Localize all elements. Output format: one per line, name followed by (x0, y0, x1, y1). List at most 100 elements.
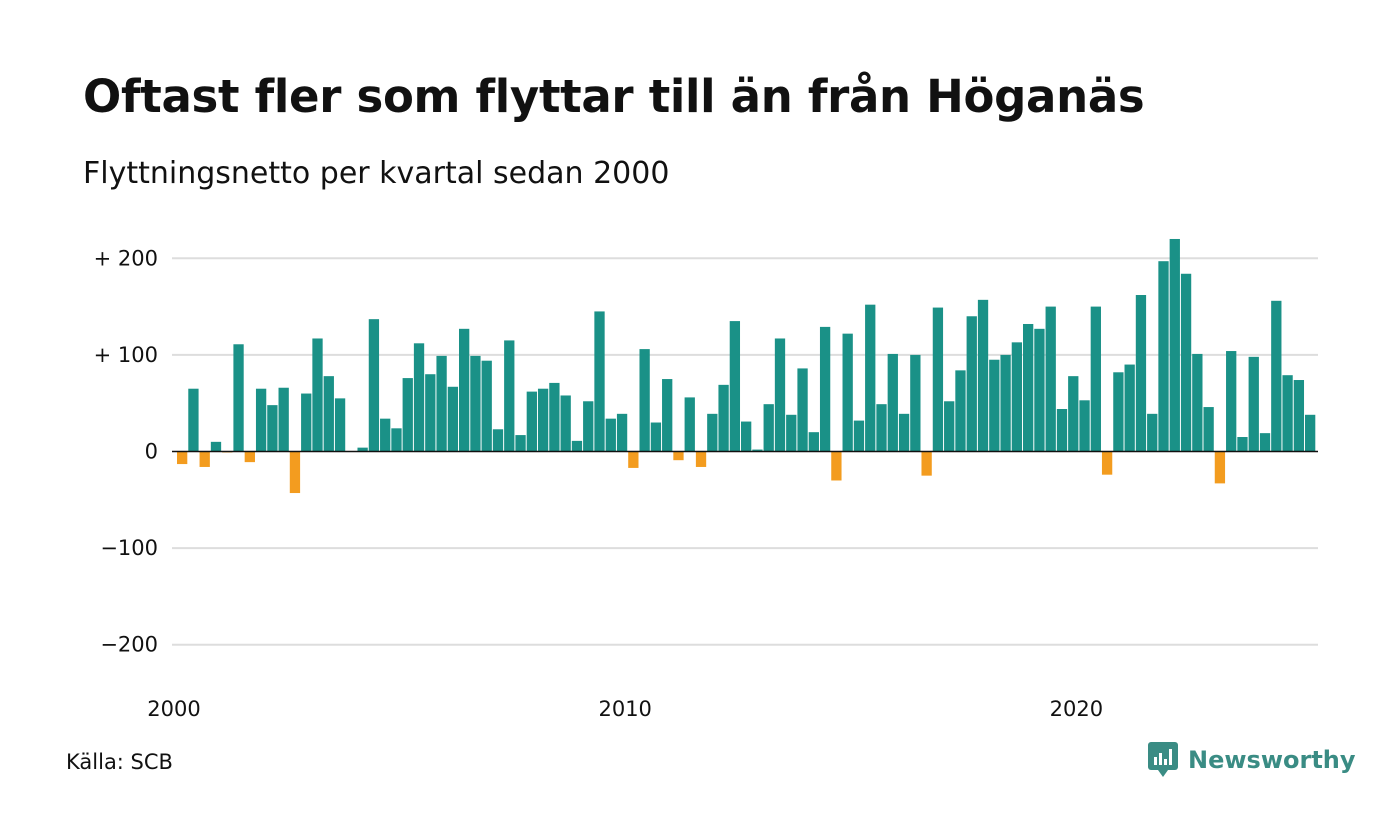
y-tick-label: 0 (145, 440, 158, 464)
y-tick-label: −200 (100, 633, 158, 657)
bars (177, 238, 1316, 494)
y-tick-labels: + 200 + 100 0 −100 −200 (94, 246, 158, 656)
bar-q94 (1226, 351, 1237, 452)
bar-q12 (301, 393, 312, 452)
bar-q24 (436, 355, 447, 452)
bar-q6 (233, 344, 244, 452)
bar-q42 (639, 349, 650, 452)
bar-q75 (1011, 342, 1023, 452)
bar-q30 (504, 340, 515, 452)
bar-q26 (459, 328, 470, 452)
bar-q77 (1034, 328, 1045, 452)
bar-q18 (368, 319, 380, 452)
bar-q61 (853, 420, 865, 452)
bar-q13 (312, 338, 323, 452)
bar-q52 (752, 449, 763, 452)
bar-q60 (842, 333, 853, 452)
bar-q50 (729, 321, 741, 452)
bar-q48 (707, 413, 718, 452)
grid-lines (172, 257, 1318, 646)
bar-q41 (628, 451, 639, 468)
bar-q51 (741, 421, 752, 452)
bar-q39 (605, 418, 616, 452)
bar-q62 (865, 304, 876, 452)
bar-q59 (831, 451, 842, 481)
bar-q31 (515, 435, 526, 452)
bar-q47 (695, 451, 707, 467)
x-tick-label: 2020 (1050, 697, 1103, 721)
bar-q81 (1079, 400, 1090, 452)
bar-q53 (763, 404, 774, 452)
bar-q28 (481, 360, 492, 452)
bar-chart: + 200 + 100 0 −100 −200 2000 2010 2020 (94, 238, 1318, 721)
bar-q1 (177, 451, 188, 465)
bar-q15 (334, 398, 346, 452)
bar-q27 (470, 355, 481, 452)
bar-q3 (199, 451, 210, 467)
brand-name: Newsworthy (1188, 746, 1356, 774)
bar-q67 (921, 451, 932, 476)
bar-q21 (402, 378, 413, 452)
bar-q29 (492, 429, 504, 452)
bar-q40 (616, 413, 628, 452)
bar-q76 (1023, 323, 1034, 452)
bar-q85 (1124, 364, 1135, 452)
bar-q10 (278, 387, 289, 452)
bar-q44 (662, 379, 673, 452)
bar-q88 (1158, 261, 1169, 452)
bar-q69 (944, 401, 955, 452)
bar-q14 (323, 376, 334, 452)
bar-q55 (786, 414, 797, 452)
bar-q19 (380, 418, 391, 452)
y-tick-label: −100 (100, 536, 158, 560)
bar-q45 (673, 451, 684, 461)
bar-q90 (1180, 273, 1192, 452)
bar-q95 (1237, 437, 1248, 452)
bar-q58 (819, 326, 831, 452)
bar-q70 (955, 370, 966, 452)
bar-q73 (989, 359, 1000, 452)
bar-q91 (1192, 353, 1203, 452)
bar-q33 (537, 388, 549, 452)
bar-q38 (594, 311, 605, 452)
bar-q92 (1203, 407, 1214, 452)
source-note: Källa: SCB (66, 750, 173, 774)
bar-q63 (876, 404, 887, 452)
bar-q89 (1169, 238, 1180, 452)
x-tick-labels: 2000 2010 2020 (147, 697, 1103, 721)
bar-q97 (1259, 433, 1271, 452)
bar-q9 (267, 405, 278, 452)
chart-title: Oftast fler som flyttar till än från Hög… (83, 70, 1145, 123)
bar-q84 (1113, 372, 1124, 452)
bar-q7 (244, 451, 255, 463)
bar-q96 (1248, 356, 1259, 452)
bar-q79 (1056, 409, 1068, 452)
bar-q71 (966, 316, 977, 452)
bar-q20 (391, 428, 402, 452)
bar-q68 (932, 307, 944, 452)
bar-q83 (1101, 451, 1113, 475)
bar-q11 (289, 451, 301, 494)
bar-q35 (560, 395, 571, 452)
bar-q17 (357, 447, 368, 452)
bar-q74 (1000, 354, 1011, 452)
bar-q87 (1147, 413, 1158, 452)
bar-q86 (1135, 295, 1147, 452)
bar-q23 (425, 374, 436, 452)
bar-q56 (797, 368, 808, 452)
bar-q54 (774, 338, 786, 452)
bar-q78 (1045, 306, 1056, 452)
bar-q101 (1305, 414, 1316, 452)
bar-q36 (571, 440, 583, 452)
bar-q64 (887, 353, 898, 452)
bar-q100 (1293, 380, 1305, 452)
y-tick-label: + 200 (94, 246, 158, 270)
bar-q4 (210, 441, 222, 452)
bar-q66 (910, 354, 921, 452)
bar-q99 (1282, 375, 1293, 452)
bar-q46 (684, 397, 695, 452)
bar-q57 (808, 432, 819, 452)
bar-q34 (549, 382, 560, 452)
bar-q72 (977, 299, 989, 452)
bar-q82 (1090, 306, 1101, 452)
